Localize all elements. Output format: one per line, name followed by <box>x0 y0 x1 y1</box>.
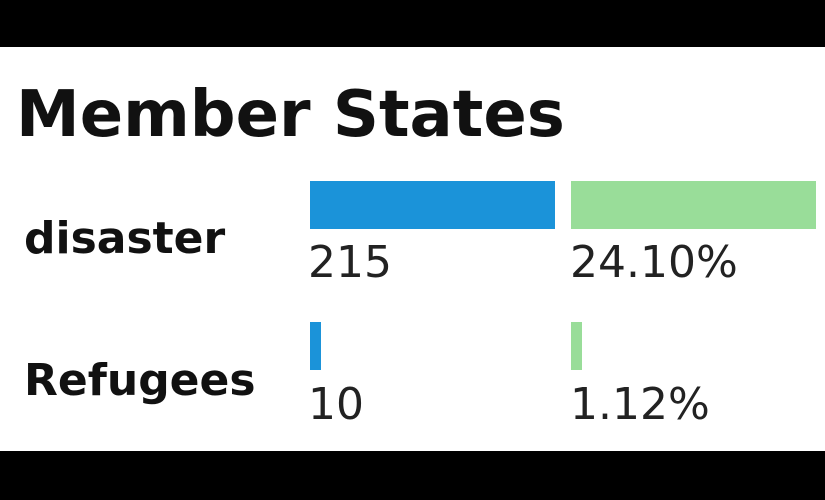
count-value-refugees: 10 <box>308 379 364 430</box>
percent-bar-refugees <box>571 322 582 370</box>
count-value-disaster: 215 <box>308 237 392 288</box>
percent-value-refugees: 1.12% <box>570 379 710 430</box>
percent-value-disaster: 24.10% <box>570 237 738 288</box>
count-bar-disaster <box>310 181 555 229</box>
count-bar-refugees <box>310 322 321 370</box>
chart-panel: Member States disaster Refugees 215 10 2… <box>0 47 825 451</box>
chart-title: Member States <box>16 78 565 152</box>
category-label-disaster: disaster <box>24 213 226 264</box>
percent-bar-disaster <box>571 181 816 229</box>
category-label-refugees: Refugees <box>24 355 256 406</box>
